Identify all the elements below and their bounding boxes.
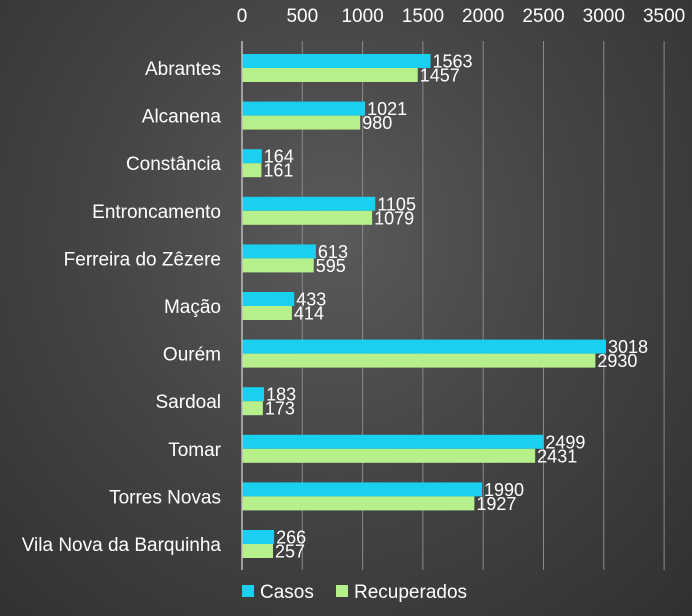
legend-label-recuperados: Recuperados: [354, 582, 467, 603]
data-label-recuperados: 414: [294, 304, 324, 324]
data-label-recuperados: 595: [316, 256, 346, 276]
bar-recuperados: [242, 115, 361, 130]
category-label: Sardoal: [156, 392, 222, 413]
gridlines: [301, 41, 665, 570]
x-tick-label: 3500: [643, 6, 685, 27]
bar-recuperados: [242, 544, 273, 558]
data-label-casos: 1563: [432, 52, 472, 72]
bar-recuperados: [242, 258, 314, 273]
bar-casos: [242, 196, 376, 211]
bar-recuperados: [242, 496, 475, 511]
category-label: Abrantes: [145, 59, 221, 80]
bar-recuperados: [242, 163, 262, 178]
category-labels: Abrantes Alcanena Constância Entroncamento F…: [22, 59, 222, 556]
data-label-recuperados: 2930: [597, 351, 637, 371]
bar-recuperados: [242, 448, 536, 463]
x-tick-label: 3000: [583, 6, 625, 27]
data-label-casos: 1105: [377, 194, 416, 214]
category-label: Constância: [126, 154, 221, 175]
bar-casos: [242, 292, 295, 306]
data-label-recuperados: 980: [362, 113, 392, 133]
data-label-recuperados: 1079: [374, 208, 414, 228]
data-label-casos: 3018: [608, 337, 648, 357]
category-label: Tomar: [168, 440, 221, 461]
bar-casos: [242, 244, 316, 259]
bar-casos: [242, 339, 606, 354]
category-label: Ferreira do Zêzere: [64, 249, 221, 270]
bar-casos: [242, 54, 431, 68]
data-label-casos: 1990: [484, 480, 524, 500]
data-label-recuperados: 161: [263, 161, 293, 181]
x-tick-label: 1000: [341, 6, 383, 27]
category-label: Alcanena: [142, 107, 222, 128]
bar-recuperados: [242, 353, 596, 368]
data-label-casos: 266: [276, 528, 306, 548]
legend: Casos Recuperados: [242, 582, 467, 603]
category-label: Torres Novas: [109, 487, 221, 508]
bar-casos: [242, 387, 265, 402]
data-label-casos: 164: [264, 147, 294, 167]
category-label: Mação: [164, 297, 221, 318]
category-label: Vila Nova da Barquinha: [22, 535, 222, 556]
data-label-recuperados: 257: [275, 542, 305, 562]
x-tick-label: 2000: [462, 6, 504, 27]
bar-casos: [242, 482, 482, 497]
data-label-casos: 1021: [367, 99, 407, 119]
x-axis-tick-labels: 0 500 1000 1500 2000 2500 3000 3500: [237, 6, 686, 27]
bar-recuperados: [242, 306, 292, 320]
bar-casos: [242, 101, 366, 116]
data-label-casos: 613: [318, 242, 348, 262]
data-label-recuperados: 1927: [476, 494, 516, 514]
bar-recuperados: [242, 210, 373, 225]
x-tick-label: 500: [286, 6, 318, 27]
bar-casos: [242, 434, 544, 449]
category-label: Entroncamento: [92, 202, 221, 223]
x-tick-label: 0: [237, 6, 248, 27]
x-tick-label: 2500: [522, 6, 564, 27]
bar-recuperados: [242, 68, 418, 82]
data-label-recuperados: 173: [265, 399, 295, 419]
bars: [242, 54, 606, 558]
data-label-casos: 2499: [545, 432, 585, 452]
bar-casos: [242, 149, 262, 164]
legend-label-casos: Casos: [260, 582, 314, 603]
data-label-recuperados: 2431: [537, 446, 577, 466]
bar-recuperados: [242, 401, 263, 416]
data-label-casos: 433: [296, 290, 326, 310]
bar-casos: [242, 530, 275, 544]
legend-swatch-recuperados: [336, 585, 348, 597]
legend-swatch-casos: [242, 585, 254, 597]
data-label-casos: 183: [266, 385, 296, 405]
data-label-recuperados: 1457: [420, 66, 460, 86]
category-label: Ourém: [163, 345, 221, 366]
x-tick-label: 1500: [402, 6, 444, 27]
